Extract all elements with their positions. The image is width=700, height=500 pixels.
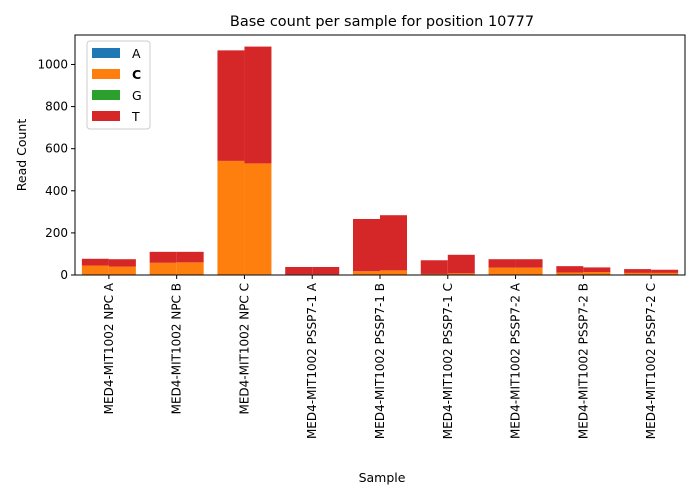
bar-segment-T <box>515 259 543 268</box>
bar-segment-C <box>244 163 272 275</box>
bar-segment-C <box>515 267 543 275</box>
legend-label-G: G <box>132 88 142 103</box>
bar-segment-C <box>488 267 516 275</box>
x-tick-label: MED4-MIT1002 NPC B <box>170 283 184 414</box>
bar-segment-C <box>149 262 177 275</box>
chart-title: Base count per sample for position 10777 <box>230 14 534 30</box>
bar-segment-T <box>420 260 448 274</box>
legend-swatch-A <box>92 48 120 58</box>
bar-segment-T <box>244 46 272 164</box>
x-tick-label: MED4-MIT1002 PSSP7-2 A <box>509 282 523 439</box>
bars-layer <box>81 46 679 275</box>
y-tick-label: 800 <box>45 100 68 114</box>
x-tick-label: MED4-MIT1002 PSSP7-1 B <box>373 283 387 439</box>
legend-swatch-G <box>92 90 120 100</box>
bar-segment-C <box>108 266 136 275</box>
bar-segment-T <box>488 259 516 268</box>
bar-segment-C <box>624 272 652 275</box>
bar-segment-T <box>380 215 407 271</box>
legend-label-T: T <box>131 109 140 124</box>
y-tick-label: 200 <box>45 226 68 240</box>
y-axis-label: Read Count <box>14 119 29 192</box>
x-axis-label: Sample <box>359 470 406 485</box>
bar-segment-T <box>624 269 652 273</box>
bar-segment-T <box>312 267 340 275</box>
legend-label-C: C <box>132 67 141 82</box>
x-tick-label: MED4-MIT1002 PSSP7-1 C <box>441 283 455 439</box>
bar-segment-C <box>447 273 475 275</box>
bar-segment-C <box>651 272 679 275</box>
bar-segment-T <box>149 251 177 263</box>
y-tick-label: 1000 <box>37 57 68 71</box>
bar-segment-T <box>651 269 679 273</box>
x-axis: MED4-MIT1002 NPC A MED4-MIT1002 NPC B MED4… <box>102 275 658 439</box>
bar-segment-T <box>108 259 136 267</box>
bar-segment-C <box>420 273 448 275</box>
bar-segment-C <box>217 160 245 275</box>
x-tick-label: MED4-MIT1002 PSSP7-2 B <box>576 283 590 439</box>
bar-segment-C <box>583 272 611 275</box>
y-tick-label: 0 <box>60 268 68 282</box>
bar-segment-T <box>447 254 475 274</box>
legend-swatch-T <box>92 111 120 121</box>
bar-segment-T <box>556 266 584 273</box>
y-tick-label: 400 <box>45 184 68 198</box>
bar-segment-T <box>285 267 313 275</box>
bar-segment-T <box>353 219 380 272</box>
legend-swatch-C <box>92 69 120 79</box>
x-tick-label: MED4-MIT1002 NPC A <box>102 282 116 414</box>
bar-segment-C <box>81 265 109 275</box>
legend-frame <box>86 40 151 130</box>
legend-label-A: A <box>132 46 141 61</box>
x-tick-label: MED4-MIT1002 PSSP7-1 A <box>305 282 319 439</box>
y-tick-label: 600 <box>45 142 68 156</box>
bar-segment-C <box>380 270 407 275</box>
bar-segment-T <box>81 258 109 266</box>
x-tick-label: MED4-MIT1002 NPC C <box>237 283 251 415</box>
y-axis: 0 200 400 600 800 1000 <box>37 57 75 282</box>
bar-segment-T <box>176 251 204 263</box>
bar-segment-T <box>217 50 245 161</box>
bar-segment-C <box>353 271 380 275</box>
x-tick-label: MED4-MIT1002 PSSP7-2 C <box>644 283 658 439</box>
bar-segment-T <box>583 267 611 273</box>
bar-segment-C <box>556 272 584 275</box>
bar-segment-C <box>176 262 204 275</box>
